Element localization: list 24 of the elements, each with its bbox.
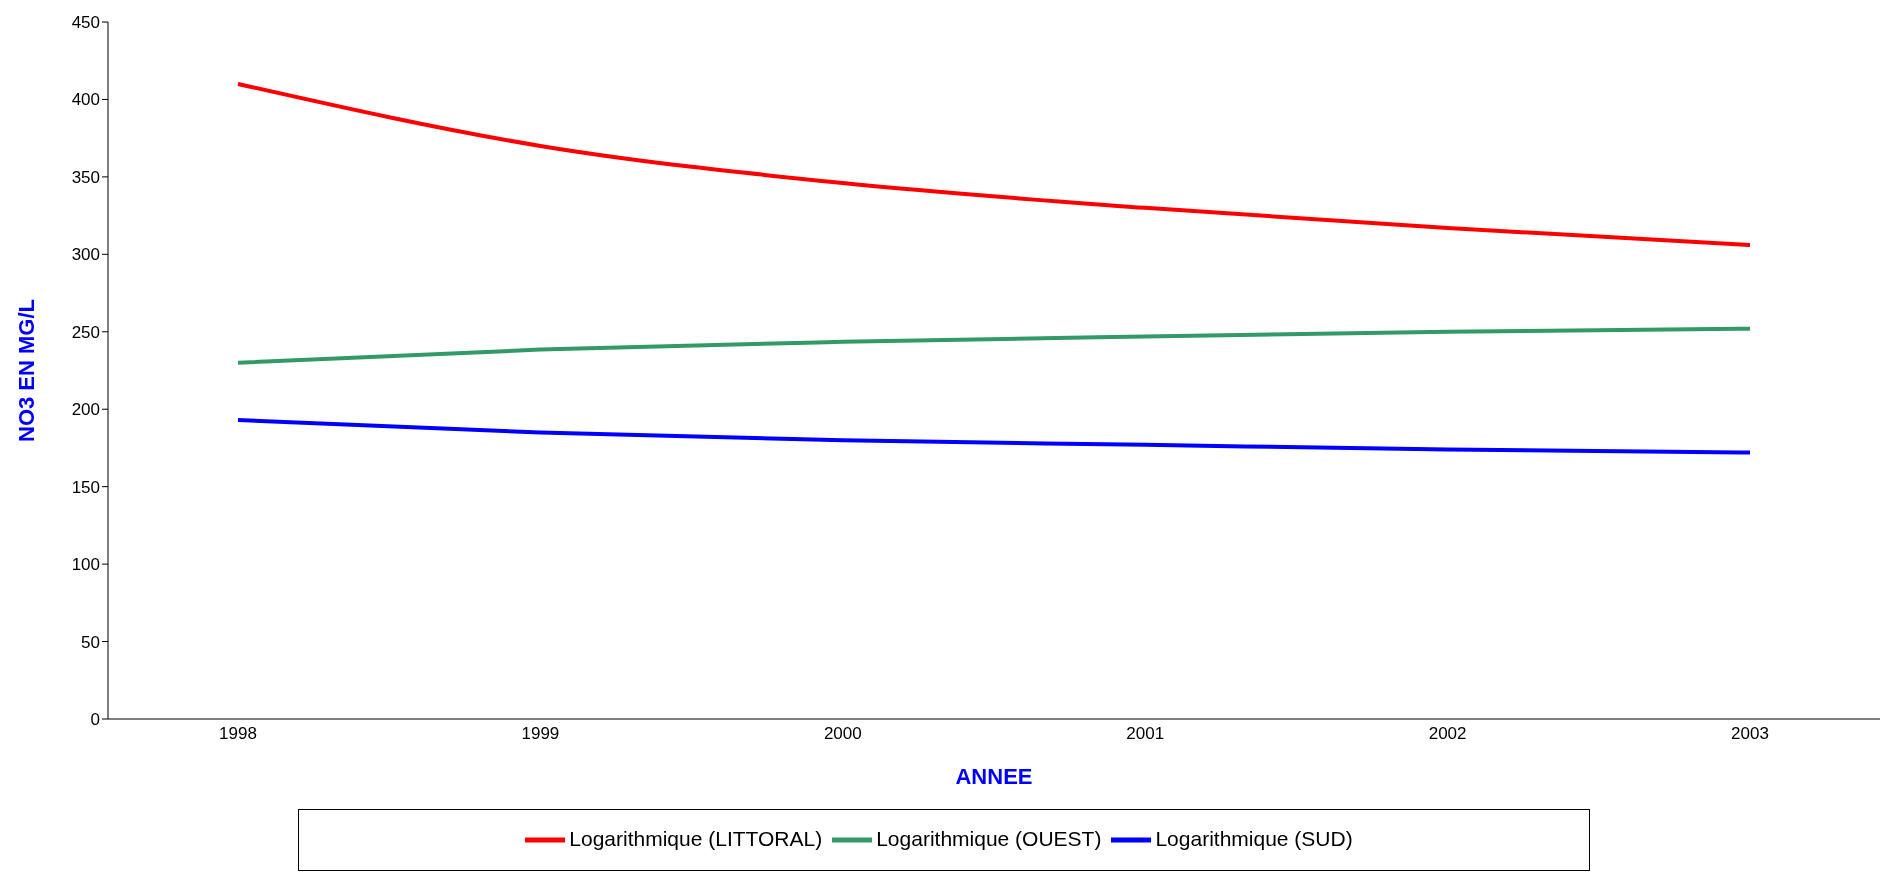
x-tick-label: 2001 bbox=[1126, 724, 1165, 744]
x-tick-label: 2003 bbox=[1731, 724, 1769, 744]
y-tick-label: 100 bbox=[71, 555, 100, 575]
legend-label: Logarithmique (SUD) bbox=[1155, 826, 1353, 850]
y-tick-label: 300 bbox=[71, 245, 100, 265]
y-tick-label: 450 bbox=[71, 13, 100, 33]
x-tick-label: 1999 bbox=[521, 724, 560, 744]
x-tick-label: 1998 bbox=[219, 724, 257, 744]
legend-label: Logarithmique (LITTORAL) bbox=[569, 826, 823, 850]
y-tick-label: 350 bbox=[71, 167, 100, 187]
x-tick-label: 2000 bbox=[823, 724, 862, 744]
y-tick-label: 250 bbox=[71, 322, 100, 342]
line-series bbox=[236, 326, 1752, 365]
y-axis-title: NO3 EN MG/L bbox=[13, 298, 39, 443]
x-tick-label: 2002 bbox=[1428, 724, 1467, 744]
line-series bbox=[236, 418, 1752, 455]
y-tick-label: 0 bbox=[90, 710, 100, 730]
x-axis-title: ANNEE bbox=[955, 764, 1033, 789]
y-tick-label: 400 bbox=[71, 90, 100, 110]
y-tick-label: 50 bbox=[81, 632, 100, 652]
y-tick-label: 150 bbox=[71, 477, 100, 497]
legend-label: Logarithmique (OUEST) bbox=[876, 826, 1102, 850]
y-tick-label: 200 bbox=[71, 400, 100, 420]
line-series bbox=[236, 81, 1752, 248]
